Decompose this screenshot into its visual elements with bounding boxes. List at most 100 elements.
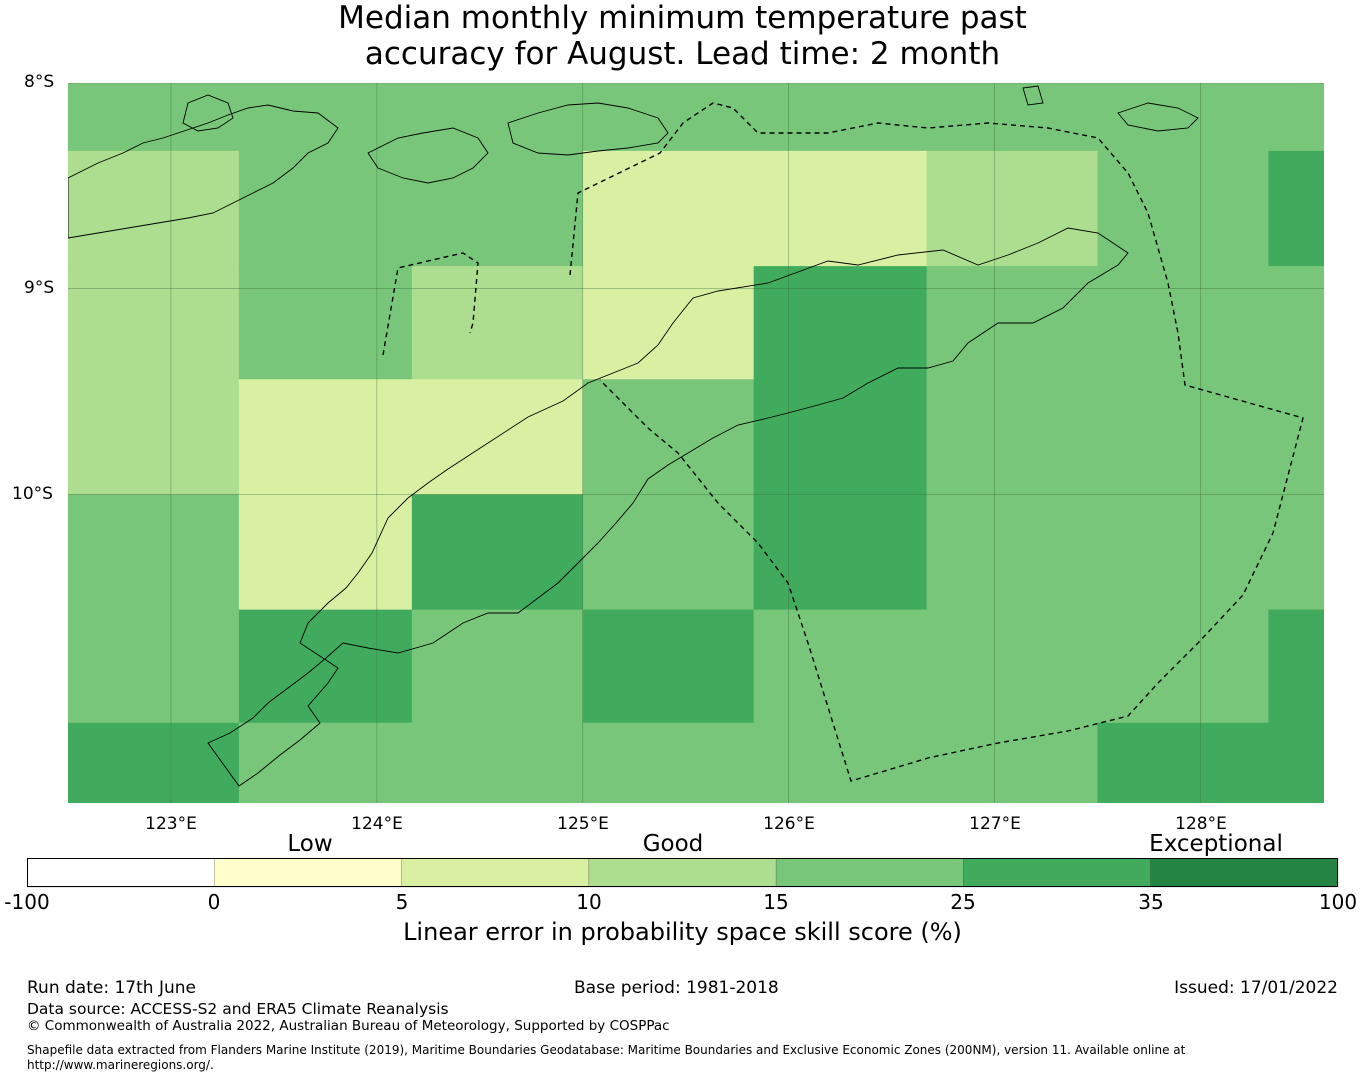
grid-cell	[68, 379, 240, 495]
grid-cell	[1268, 609, 1324, 724]
cb-tick-25: 25	[950, 890, 976, 914]
wetar-coastline	[507, 102, 669, 156]
flores-coastline	[68, 104, 339, 239]
grid-cell	[411, 609, 584, 724]
grid-cell	[238, 150, 413, 267]
grid-cell	[1097, 722, 1269, 803]
colorbar-segments	[27, 858, 1339, 888]
colorbar-segment	[27, 858, 215, 888]
grid-cell	[1268, 494, 1324, 611]
grid-cell	[1097, 266, 1269, 380]
grid-cell	[1268, 379, 1324, 495]
grid-cell	[68, 494, 240, 611]
eez-boundaries	[382, 102, 1304, 782]
grid-cell	[1097, 609, 1269, 724]
colorbar-segment	[1150, 858, 1339, 888]
grid-cell	[68, 722, 240, 803]
grid-cell	[238, 83, 413, 152]
graticule	[68, 83, 1324, 803]
eez-boundary-north	[569, 102, 1304, 782]
grid-cell	[753, 379, 928, 495]
grid-cell	[926, 609, 1099, 724]
skill-score-map	[68, 83, 1324, 803]
lat-label-8s: 8°S	[24, 72, 55, 92]
grid-cell	[926, 379, 1099, 495]
grid-cell	[1097, 83, 1269, 152]
cb-tick-35: 35	[1138, 890, 1164, 914]
grid-cell	[582, 609, 755, 724]
category-low: Low	[287, 831, 333, 857]
grid-cell	[1268, 722, 1324, 803]
grid-cell	[238, 722, 413, 803]
lat-label-9s: 9°S	[24, 278, 55, 298]
lon-label-128e: 128°E	[1175, 814, 1227, 834]
alor-coastline	[367, 127, 489, 184]
cb-tick-100: 100	[1318, 890, 1358, 914]
timor-coastline	[207, 227, 1129, 787]
grid-cell	[68, 609, 240, 724]
pantar-coastline	[182, 94, 234, 132]
lon-label-126e: 126°E	[763, 814, 815, 834]
grid-cell	[582, 83, 755, 152]
run-date: Run date: 17th June	[27, 978, 196, 998]
grid-cell	[582, 150, 755, 267]
grid-cell	[238, 379, 413, 495]
grid-cell	[411, 83, 584, 152]
map-title-line1: Median monthly minimum temperature past	[338, 0, 1027, 36]
grid-cell	[753, 150, 928, 267]
small-island-1	[1117, 102, 1199, 132]
grid-cell	[411, 494, 584, 611]
grid-cell	[68, 150, 240, 267]
grid-cell	[753, 83, 928, 152]
grid-cell	[753, 494, 928, 611]
colorbar-segment	[214, 858, 402, 888]
grid-cell	[411, 266, 584, 380]
grid-cell	[753, 266, 928, 380]
lon-label-127e: 127°E	[969, 814, 1021, 834]
data-source: Data source: ACCESS-S2 and ERA5 Climate …	[27, 1000, 449, 1018]
colorbar-segment	[963, 858, 1151, 888]
grid-cell	[1268, 83, 1324, 152]
grid-cell	[238, 609, 413, 724]
category-good: Good	[642, 831, 704, 857]
grid-cell	[411, 150, 584, 267]
eez-boundary-west	[382, 252, 479, 356]
issued-date: Issued: 17/01/2022	[1174, 978, 1338, 998]
grid-cell	[411, 722, 584, 803]
grid-cell	[1097, 379, 1269, 495]
colorbar-frame	[27, 858, 1338, 887]
lon-label-124e: 124°E	[351, 814, 403, 834]
grid-cell	[1268, 150, 1324, 267]
grid-cell	[68, 266, 240, 380]
colorbar	[27, 858, 1339, 888]
colorbar-segment	[775, 858, 964, 888]
grid-cell	[582, 494, 755, 611]
grid-cell	[753, 722, 928, 803]
grid-cell	[926, 150, 1099, 267]
grid-cell	[1097, 494, 1269, 611]
map-title-line2: accuracy for August. Lead time: 2 month	[364, 36, 1001, 72]
grid-cell	[68, 83, 240, 152]
skill-grid	[68, 83, 1324, 803]
grid-cell	[238, 266, 413, 380]
category-exceptional: Exceptional	[1149, 831, 1283, 857]
grid-cell	[582, 722, 755, 803]
grid-cell	[926, 83, 1099, 152]
grid-cell	[238, 494, 413, 611]
grid-cell	[926, 494, 1099, 611]
cb-tick-5: 5	[395, 890, 409, 914]
coastlines	[68, 85, 1199, 787]
lat-label-10s: 10°S	[12, 484, 53, 504]
cb-tick-0: 0	[207, 890, 221, 914]
colorbar-segment	[401, 858, 590, 888]
shapefile-credit: Shapefile data extracted from Flanders M…	[27, 1043, 1186, 1072]
colorbar-label: Linear error in probability space skill …	[403, 918, 962, 946]
cb-tick-neg100: -100	[4, 890, 50, 914]
cb-tick-10: 10	[576, 890, 602, 914]
grid-cell	[926, 722, 1099, 803]
lon-label-125e: 125°E	[557, 814, 609, 834]
grid-cell	[582, 379, 755, 495]
grid-cell	[753, 609, 928, 724]
base-period: Base period: 1981-2018	[574, 978, 779, 998]
small-island-2	[1022, 85, 1044, 106]
